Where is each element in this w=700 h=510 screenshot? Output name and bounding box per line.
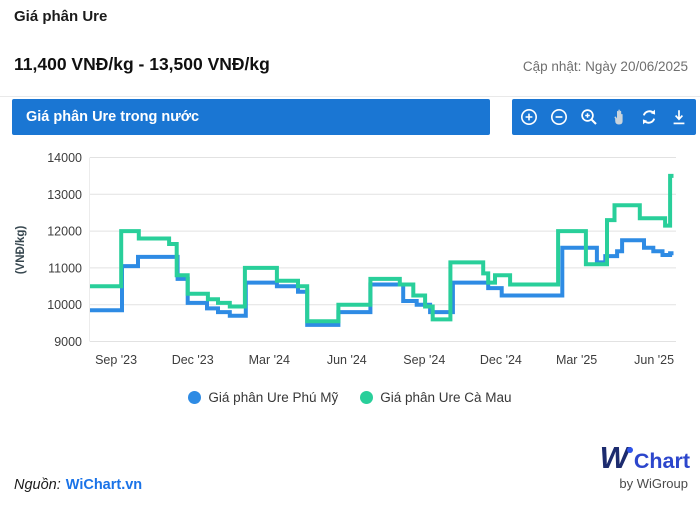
price-range-subtitle: 11,400 VNĐ/kg - 13,500 VNĐ/kg bbox=[14, 54, 270, 74]
y-tick-label: 9000 bbox=[54, 335, 82, 349]
legend-item-phu-my[interactable]: Giá phân Ure Phú Mỹ bbox=[188, 390, 338, 405]
chart-panel-title: Giá phân Ure trong nước bbox=[26, 109, 200, 125]
zoom-in-icon[interactable] bbox=[518, 106, 540, 128]
zoom-out-icon[interactable] bbox=[548, 106, 570, 128]
legend-label: Giá phân Ure Phú Mỹ bbox=[208, 390, 339, 405]
wichart-logo-wordmark: W Chart bbox=[600, 442, 690, 473]
download-icon[interactable] bbox=[668, 106, 690, 128]
wichart-logo: W Chart by WiGroup bbox=[600, 442, 690, 490]
y-tick-label: 13000 bbox=[47, 188, 82, 202]
zoom-selection-icon[interactable] bbox=[578, 106, 600, 128]
logo-chart-text: Chart bbox=[633, 449, 690, 473]
header-divider bbox=[0, 96, 700, 97]
legend-dot-green bbox=[360, 391, 374, 404]
x-tick-label: Sep '23 bbox=[95, 353, 137, 367]
x-tick-label: Dec '23 bbox=[172, 353, 214, 367]
page-title: Giá phân Ure bbox=[14, 8, 108, 25]
x-tick-label: Mar '25 bbox=[556, 353, 597, 367]
logo-i-dot bbox=[626, 447, 633, 453]
logo-w: W bbox=[599, 440, 629, 475]
logo-byline: by WiGroup bbox=[619, 476, 688, 491]
x-tick-label: Jun '24 bbox=[327, 353, 367, 367]
x-tick-label: Sep '24 bbox=[403, 353, 445, 367]
chart-panel-title-bar: Giá phân Ure trong nước bbox=[12, 99, 490, 135]
source-row: Nguồn: WiChart.vn bbox=[14, 477, 142, 493]
source-link[interactable]: WiChart.vn bbox=[65, 477, 143, 493]
price-chart[interactable]: 9000 10000 11000 12000 13000 14000 Sep '23 Dec … bbox=[0, 140, 700, 380]
x-tick-label: Dec '24 bbox=[480, 353, 522, 367]
x-tick-label: Mar '24 bbox=[249, 353, 290, 367]
y-tick-label: 12000 bbox=[47, 225, 82, 239]
legend-dot-blue bbox=[188, 391, 202, 404]
y-axis-title: (VNĐ/kg) bbox=[15, 226, 27, 275]
pan-icon[interactable] bbox=[608, 106, 630, 128]
legend-item-ca-mau[interactable]: Giá phân Ure Cà Mau bbox=[360, 390, 512, 405]
reset-zoom-icon[interactable] bbox=[638, 106, 660, 128]
y-tick-label: 14000 bbox=[47, 151, 82, 165]
chart-legend: Giá phân Ure Phú Mỹ Giá phân Ure Cà Mau bbox=[0, 390, 700, 405]
chart-toolbar bbox=[512, 99, 696, 135]
series-line-0[interactable] bbox=[90, 238, 674, 327]
last-updated-text: Cập nhật: Ngày 20/06/2025 bbox=[522, 59, 688, 74]
x-tick-label: Jun '25 bbox=[634, 353, 674, 367]
series-line-1[interactable] bbox=[90, 173, 674, 324]
y-tick-label: 10000 bbox=[47, 298, 82, 312]
source-label: Nguồn: bbox=[14, 477, 61, 493]
legend-label: Giá phân Ure Cà Mau bbox=[380, 390, 512, 405]
y-tick-label: 11000 bbox=[48, 261, 82, 275]
